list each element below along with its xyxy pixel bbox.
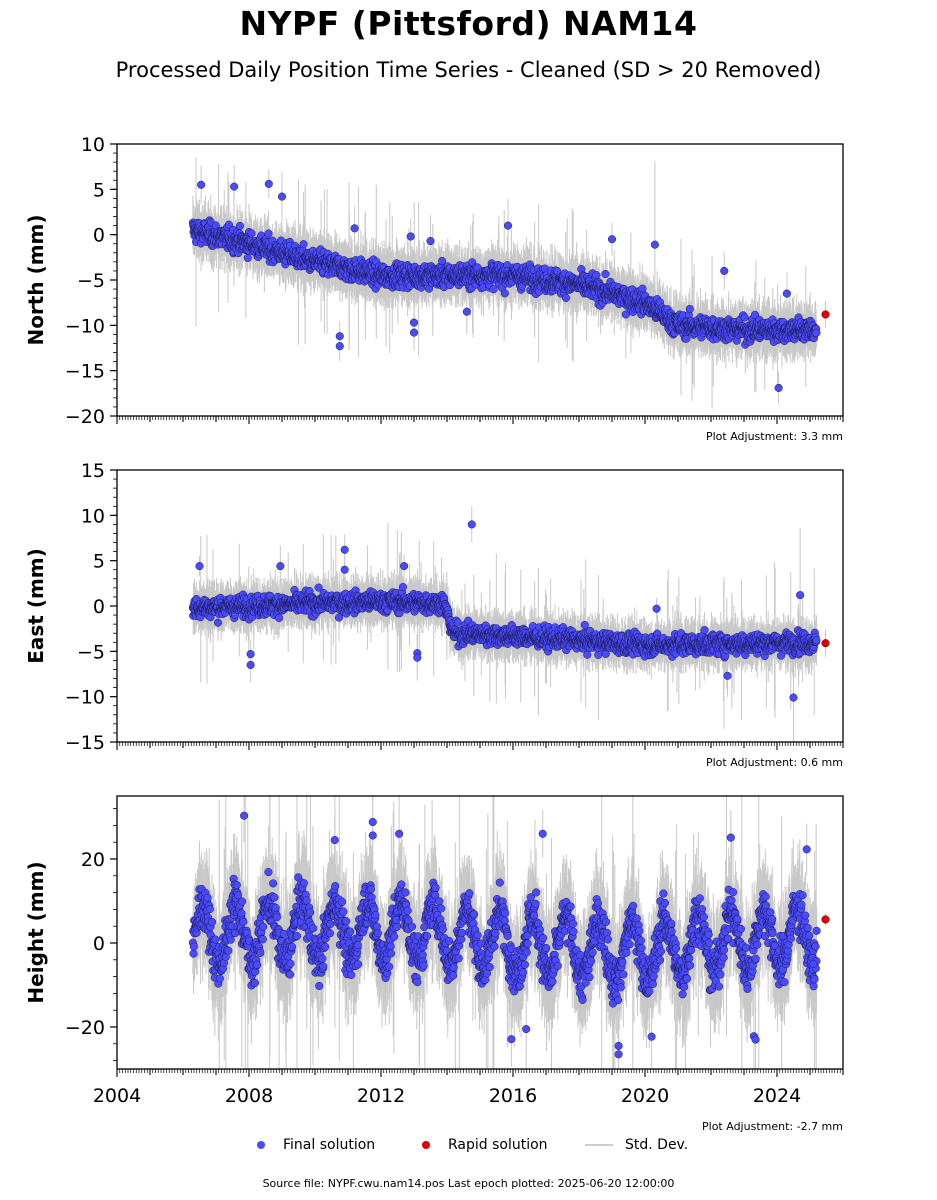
y-tick-label: −20 <box>65 406 105 428</box>
final-point <box>774 383 783 392</box>
final-point <box>682 334 691 343</box>
data-layer <box>188 506 830 742</box>
final-point <box>264 229 273 238</box>
y-axis-label: North (mm) <box>24 214 48 345</box>
final-point <box>462 307 471 316</box>
final-point <box>350 224 359 233</box>
final-point <box>685 304 694 314</box>
final-solution-points <box>188 179 821 392</box>
y-tick-label: −5 <box>77 270 105 292</box>
y-tick-label: −10 <box>65 315 105 337</box>
final-point <box>197 180 206 189</box>
final-point <box>406 232 415 241</box>
final-point <box>621 310 630 319</box>
final-point <box>592 271 601 280</box>
panel-north: 10 5 0 −5 −10 −15 −20 North (mm) Plot Adjustment… <box>24 134 844 443</box>
final-point <box>299 240 308 249</box>
final-point <box>335 342 344 351</box>
final-point <box>243 253 252 262</box>
final-point <box>607 235 617 244</box>
final-point <box>720 266 729 275</box>
final-point <box>409 318 419 327</box>
y-tick-label: 0 <box>93 225 105 247</box>
final-point <box>426 236 435 246</box>
rapid-point <box>821 310 830 319</box>
plot-adjustment-note: Plot Adjustment: 3.3 mm <box>706 430 843 443</box>
final-point <box>409 328 419 337</box>
page-subtitle: Processed Daily Position Time Series - C… <box>115 58 822 82</box>
y-tick-label: 10 <box>81 134 105 156</box>
final-point <box>740 313 749 322</box>
y-tick-label: −15 <box>65 361 105 383</box>
final-point <box>601 269 610 279</box>
final-point <box>650 240 659 249</box>
page-title: NYPF (Pittsford) NAM14 <box>239 4 698 43</box>
final-point <box>438 256 447 266</box>
final-point <box>500 289 509 298</box>
final-point <box>489 285 498 294</box>
final-point <box>235 221 244 231</box>
final-point <box>561 293 571 302</box>
final-point <box>277 192 287 201</box>
final-point <box>812 328 821 337</box>
final-point <box>504 221 513 230</box>
final-point <box>553 266 562 276</box>
final-point <box>264 179 273 188</box>
final-point <box>247 229 256 238</box>
final-point <box>230 182 239 191</box>
y-tick-label: 5 <box>93 179 105 201</box>
final-point <box>782 289 791 298</box>
final-point <box>335 332 344 341</box>
data-layer <box>188 157 830 409</box>
